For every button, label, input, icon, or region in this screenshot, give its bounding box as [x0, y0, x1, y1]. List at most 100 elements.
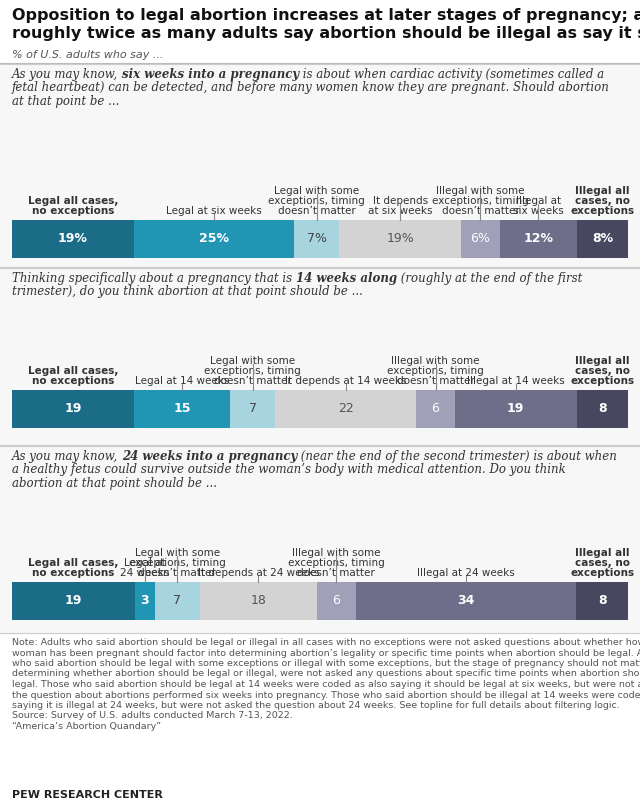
Text: 25%: 25% — [199, 232, 229, 245]
Text: (roughly at the end of the first: (roughly at the end of the first — [397, 272, 582, 285]
Text: Legal at: Legal at — [124, 558, 166, 568]
Text: exceptions, timing: exceptions, timing — [129, 558, 226, 568]
Text: doesn’t matter: doesn’t matter — [442, 206, 519, 216]
Text: exceptions: exceptions — [570, 376, 634, 386]
Text: abortion at that point should be ...: abortion at that point should be ... — [12, 477, 217, 490]
Text: 6: 6 — [431, 402, 440, 416]
Text: As you may know,: As you may know, — [12, 68, 122, 81]
Text: Note: Adults who said abortion should be legal or illegal in all cases with no e: Note: Adults who said abortion should be… — [12, 638, 640, 647]
Text: who said abortion should be legal with some exceptions or illegal with some exce: who said abortion should be legal with s… — [12, 659, 640, 668]
Bar — [134, 390, 230, 428]
Text: doesn’t matter: doesn’t matter — [214, 376, 291, 386]
Text: no exceptions: no exceptions — [33, 568, 115, 578]
Text: It depends at 14 weeks: It depends at 14 weeks — [285, 376, 406, 386]
Text: Legal all cases,: Legal all cases, — [28, 196, 118, 206]
Text: Legal with some: Legal with some — [135, 548, 220, 558]
Text: PEW RESEARCH CENTER: PEW RESEARCH CENTER — [12, 790, 163, 800]
Text: Illegal with some: Illegal with some — [292, 548, 380, 558]
Text: Thinking specifically about a pregnancy that is: Thinking specifically about a pregnancy … — [12, 272, 296, 285]
Text: Illegal all: Illegal all — [575, 548, 629, 558]
Text: exceptions, timing: exceptions, timing — [288, 558, 385, 568]
Bar — [230, 390, 275, 428]
Text: 19%: 19% — [387, 232, 414, 245]
Text: doesn’t matter: doesn’t matter — [278, 206, 356, 216]
Bar — [275, 390, 416, 428]
Text: It depends at 24 weeks: It depends at 24 weeks — [198, 568, 319, 578]
Text: 8: 8 — [598, 402, 607, 416]
Text: Source: Survey of U.S. adults conducted March 7-13, 2022.: Source: Survey of U.S. adults conducted … — [12, 711, 292, 721]
Bar — [576, 582, 628, 620]
Text: doesn’t matter: doesn’t matter — [397, 376, 474, 386]
Bar — [12, 390, 134, 428]
Text: saying it is illegal at 24 weeks, but were not asked the question about 24 weeks: saying it is illegal at 24 weeks, but we… — [12, 701, 620, 710]
Bar — [577, 220, 628, 258]
Text: 7%: 7% — [307, 232, 327, 245]
Text: Illegal at 24 weeks: Illegal at 24 weeks — [417, 568, 515, 578]
Text: % of U.S. adults who say ...: % of U.S. adults who say ... — [12, 50, 163, 60]
Bar — [356, 582, 576, 620]
Text: 22: 22 — [338, 402, 353, 416]
Text: determining whether abortion should be legal or illegal, were not asked any ques: determining whether abortion should be l… — [12, 670, 640, 678]
Text: is about when cardiac activity (sometimes called a: is about when cardiac activity (sometime… — [299, 68, 604, 81]
Text: 8%: 8% — [592, 232, 613, 245]
Text: 12%: 12% — [523, 232, 553, 245]
Text: exceptions: exceptions — [570, 568, 634, 578]
Text: Illegal all: Illegal all — [575, 356, 630, 366]
Text: woman has been pregnant should factor into determining abortion’s legality or sp: woman has been pregnant should factor in… — [12, 649, 640, 658]
Text: exceptions, timing: exceptions, timing — [432, 196, 529, 206]
Text: Legal all cases,: Legal all cases, — [28, 558, 119, 568]
Text: legal. Those who said abortion should be legal at 14 weeks were coded as also sa: legal. Those who said abortion should be… — [12, 680, 640, 689]
Bar — [416, 390, 455, 428]
Bar — [294, 220, 339, 258]
Text: doesn’t matter: doesn’t matter — [298, 568, 375, 578]
Text: cases, no: cases, no — [575, 196, 630, 206]
Text: 34: 34 — [457, 594, 475, 607]
Text: roughly twice as many adults say abortion should be illegal as say it should be : roughly twice as many adults say abortio… — [12, 26, 640, 41]
Text: no exceptions: no exceptions — [32, 206, 114, 216]
Text: no exceptions: no exceptions — [32, 376, 114, 386]
Text: Legal at 14 weeks: Legal at 14 weeks — [135, 376, 229, 386]
Text: 19: 19 — [507, 402, 524, 416]
Text: “America’s Abortion Quandary”: “America’s Abortion Quandary” — [12, 722, 161, 731]
Text: 7: 7 — [248, 402, 257, 416]
Text: 6%: 6% — [470, 232, 490, 245]
Text: 8: 8 — [598, 594, 606, 607]
Bar — [155, 582, 200, 620]
Text: 19: 19 — [65, 594, 83, 607]
Text: Illegal at: Illegal at — [516, 196, 561, 206]
Bar — [135, 582, 155, 620]
Text: 24 weeks into a pregnancy: 24 weeks into a pregnancy — [122, 450, 297, 463]
Bar — [455, 390, 577, 428]
Text: exceptions, timing: exceptions, timing — [204, 366, 301, 376]
Text: 15: 15 — [173, 402, 191, 416]
Text: 6: 6 — [332, 594, 340, 607]
Text: It depends: It depends — [372, 196, 428, 206]
Text: (near the end of the second trimester) is about when: (near the end of the second trimester) i… — [297, 450, 617, 463]
Text: 7: 7 — [173, 594, 181, 607]
Text: trimester), do you think abortion at that point should be ...: trimester), do you think abortion at tha… — [12, 285, 363, 299]
Text: Legal all cases,: Legal all cases, — [28, 366, 118, 376]
Bar — [134, 220, 294, 258]
Bar — [339, 220, 461, 258]
Bar — [12, 582, 135, 620]
Bar — [200, 582, 317, 620]
Text: Legal with some: Legal with some — [210, 356, 295, 366]
Text: As you may know,: As you may know, — [12, 450, 122, 463]
Text: six weeks: six weeks — [513, 206, 564, 216]
Bar — [0, 446, 640, 633]
Text: Legal with some: Legal with some — [274, 186, 359, 196]
Text: fetal heartbeat) can be detected, and before many women know they are pregnant. : fetal heartbeat) can be detected, and be… — [12, 82, 610, 95]
Text: exceptions, timing: exceptions, timing — [268, 196, 365, 206]
Text: 19: 19 — [64, 402, 82, 416]
Text: at six weeks: at six weeks — [368, 206, 433, 216]
Bar — [0, 268, 640, 445]
Text: the question about abortions performed six weeks into pregnancy. Those who said : the question about abortions performed s… — [12, 690, 640, 699]
Text: at that point be ...: at that point be ... — [12, 95, 120, 108]
Text: Illegal with some: Illegal with some — [436, 186, 525, 196]
Bar — [500, 220, 577, 258]
Text: 24 weeks: 24 weeks — [120, 568, 170, 578]
Text: six weeks into a pregnancy: six weeks into a pregnancy — [122, 68, 299, 81]
Text: Illegal with some: Illegal with some — [391, 356, 480, 366]
Text: 18: 18 — [250, 594, 266, 607]
Bar — [461, 220, 500, 258]
